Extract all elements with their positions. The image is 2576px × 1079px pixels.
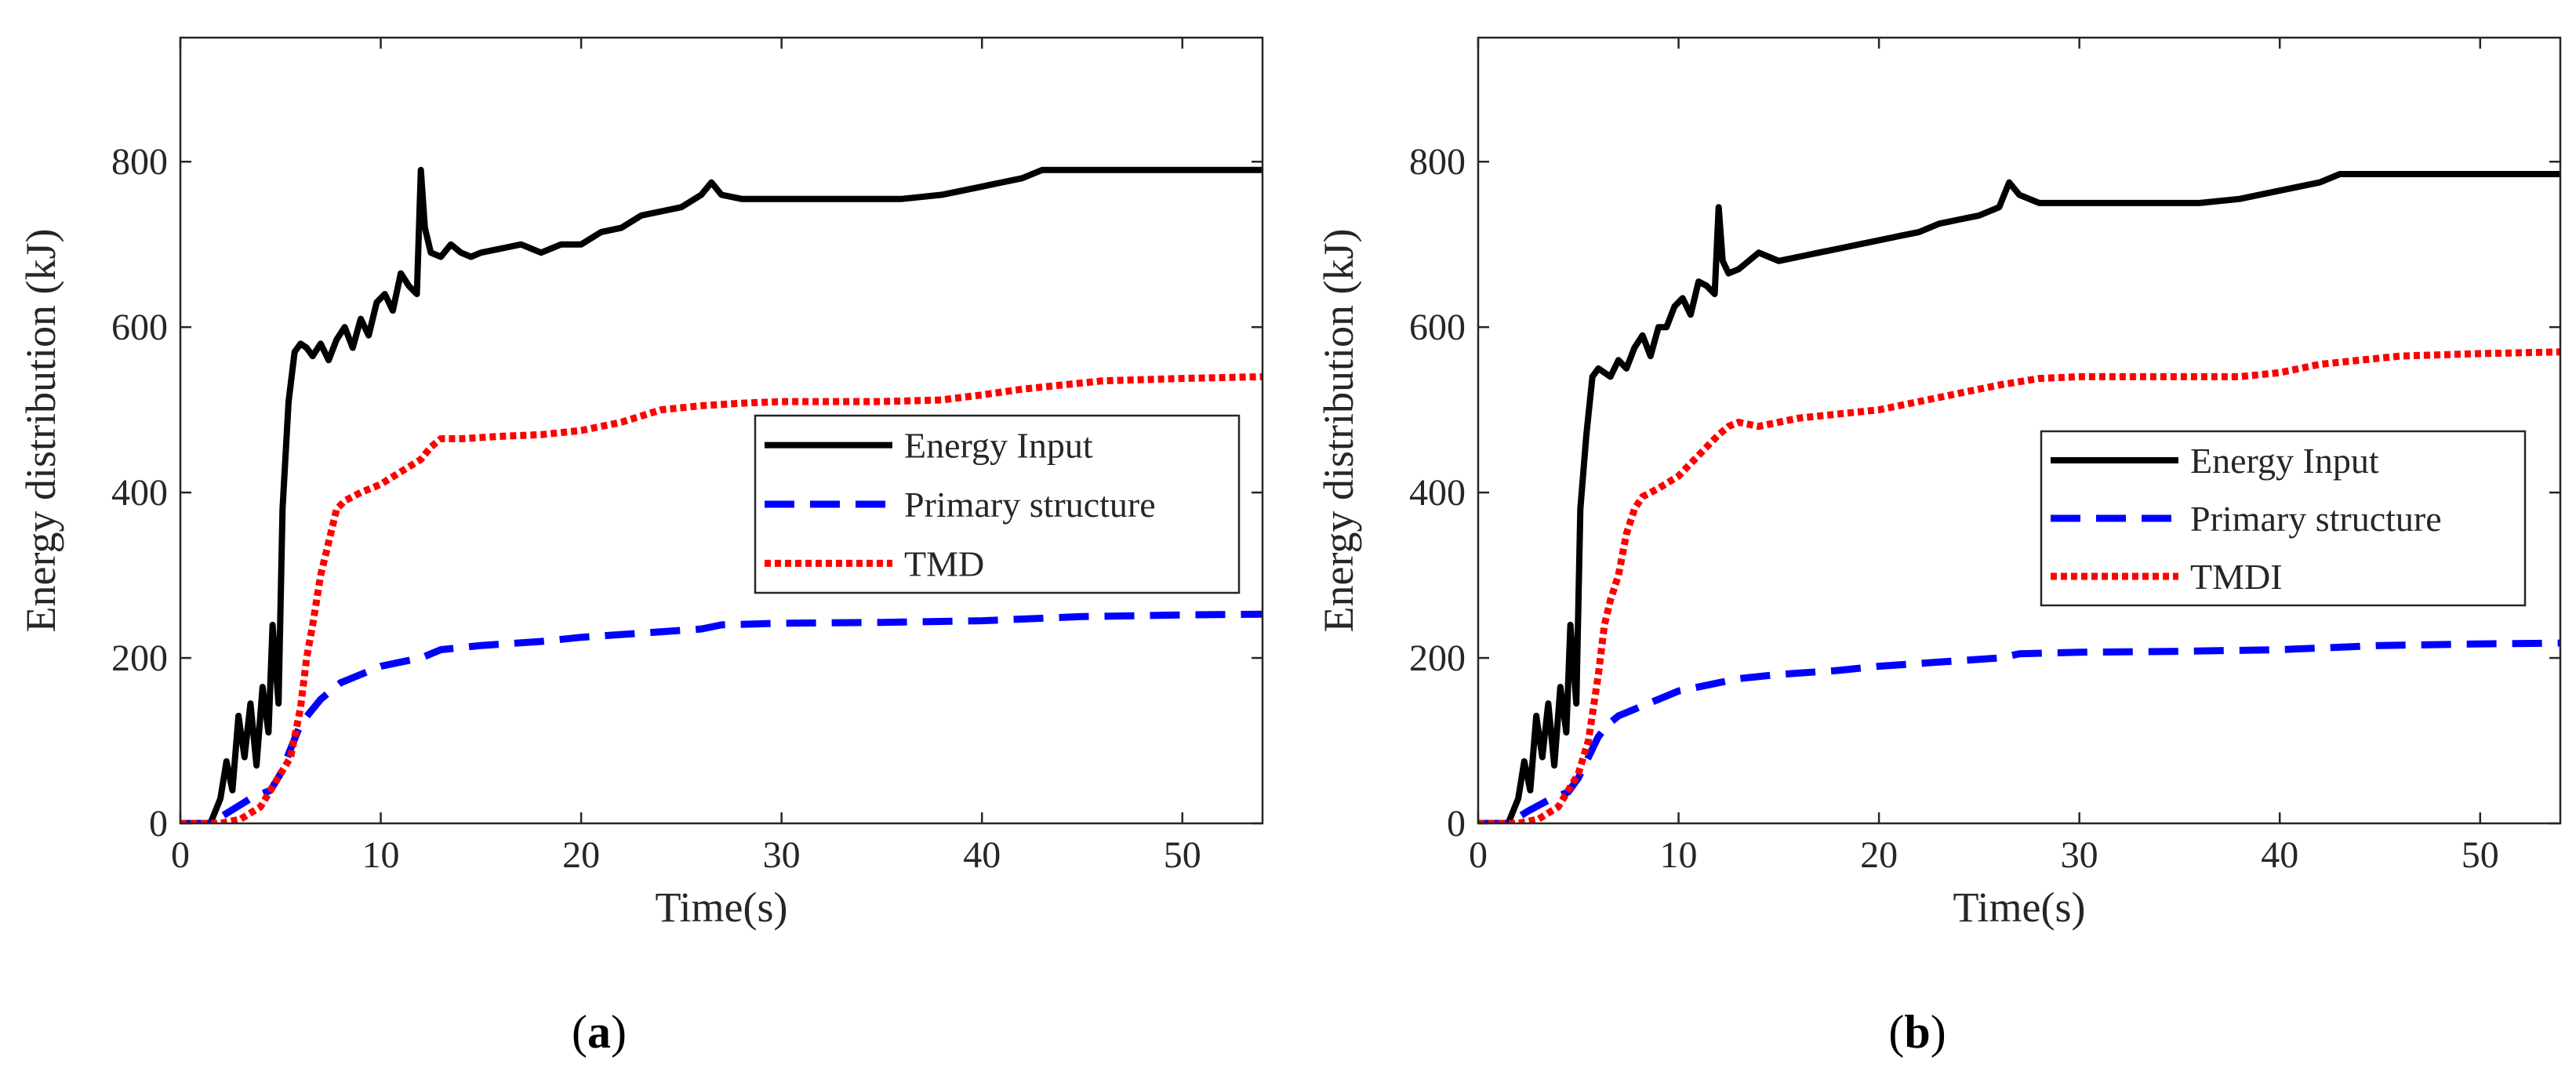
x-tick-label: 20 (562, 834, 600, 876)
x-tick-label: 50 (1164, 834, 1201, 876)
panel-label: (b) (1888, 1006, 1946, 1058)
legend: Energy Input Primary structure TMDI (2040, 430, 2527, 607)
x-tick-label: 40 (2261, 834, 2298, 876)
series-line-energy-input (1478, 171, 2560, 823)
x-tick-label: 30 (763, 834, 801, 876)
y-tick-label: 600 (111, 307, 168, 348)
x-tick-label: 0 (1469, 834, 1488, 876)
x-tick-label: 0 (171, 834, 190, 876)
x-tick-label: 10 (362, 834, 400, 876)
y-tick-label: 800 (1409, 141, 1466, 183)
x-tick-label: 20 (1860, 834, 1898, 876)
y-tick-label: 200 (111, 638, 168, 679)
y-tick-label: 200 (1409, 638, 1466, 679)
y-tick-label: 400 (1409, 472, 1466, 514)
legend-label: TMDI (2190, 557, 2283, 597)
y-tick-label: 600 (1409, 307, 1466, 348)
y-tick-label: 0 (149, 803, 168, 845)
series-group (180, 166, 1263, 823)
series-group (1478, 171, 2560, 823)
y-tick-label: 400 (111, 472, 168, 514)
x-tick-label: 50 (2462, 834, 2499, 876)
legend-label: Energy Input (904, 426, 1093, 466)
series-line-energy-input (180, 166, 1263, 823)
legend-label: TMD (904, 543, 984, 583)
y-tick-label: 0 (1447, 803, 1466, 845)
chart-panel-b: 0 10 20 30 40 50 0 200 400 600 800 Time(s) Energy di… (1315, 36, 2562, 1058)
x-tick-label: 40 (963, 834, 1001, 876)
legend: Energy Input Primary structure TMD (754, 414, 1241, 594)
chart-panel-a: 0 10 20 30 40 50 0 200 400 600 800 Time(s) Energy di… (17, 36, 1264, 1058)
panel-label: (a) (572, 1006, 627, 1058)
x-tick-label: 30 (2061, 834, 2098, 876)
axes-frame (179, 36, 1264, 825)
axes-frame (1477, 36, 2562, 825)
legend-label: Primary structure (2190, 499, 2442, 539)
series-line-tmdi (1478, 348, 2560, 823)
y-tick-label: 800 (111, 141, 168, 183)
legend-label: Energy Input (2190, 441, 2379, 481)
y-axis-label: Energy distribution (kJ) (1315, 229, 1362, 633)
legend-label: Primary structure (904, 485, 1156, 525)
x-tick-label: 10 (1660, 834, 1698, 876)
x-axis-label: Time(s) (1953, 884, 2085, 931)
y-axis-label: Energy distribution (kJ) (17, 229, 64, 633)
x-axis-label: Time(s) (655, 884, 787, 931)
